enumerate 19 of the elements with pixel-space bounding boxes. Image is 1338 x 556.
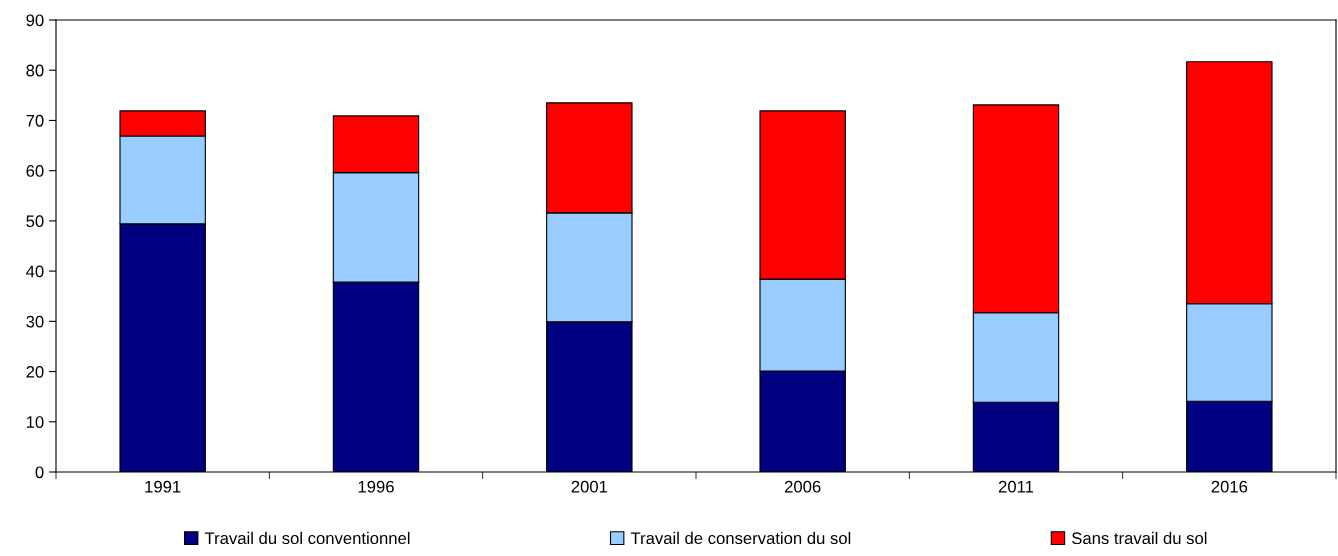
y-tick-label: 20 xyxy=(26,365,44,378)
y-tick-label: 40 xyxy=(26,265,44,278)
y-tick-label: 60 xyxy=(26,165,44,177)
y-tick-label: 10 xyxy=(26,416,44,428)
x-tick-label: 2001 xyxy=(571,480,608,493)
x-tick-label: 1991 xyxy=(145,480,181,493)
legend-label: Travail de conservation du sol xyxy=(630,531,851,545)
y-tick-label: 80 xyxy=(26,64,44,77)
x-tick-label: 1996 xyxy=(358,480,394,493)
x-tick-label: 2006 xyxy=(784,480,821,493)
y-tick-label: 50 xyxy=(26,215,44,228)
y-tick-label: 0 xyxy=(35,466,44,479)
legend-label: Travail du sol conventionnel xyxy=(204,531,410,545)
legend-label: Sans travail du sol xyxy=(1072,531,1207,545)
y-tick-label: 70 xyxy=(26,114,44,127)
y-tick-label: 90 xyxy=(26,14,44,27)
y-tick-label: 30 xyxy=(26,315,44,328)
x-tick-label: 2011 xyxy=(998,480,1034,493)
x-tick-label: 2016 xyxy=(1211,480,1248,493)
